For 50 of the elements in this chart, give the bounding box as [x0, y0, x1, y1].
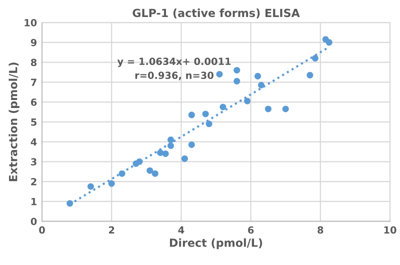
y-tick-label: 9 — [30, 38, 37, 46]
point — [282, 106, 289, 112]
y-tick-label: 2 — [31, 178, 36, 186]
annotation: r=0.936, n=30 — [135, 72, 214, 80]
point — [264, 106, 272, 112]
annotation: y = 1.0634x+ 0.0011 — [117, 58, 231, 67]
point — [136, 158, 143, 165]
point — [188, 112, 195, 118]
y-tick-label: 0 — [30, 218, 37, 226]
point — [146, 167, 154, 174]
point — [206, 120, 212, 128]
point — [234, 66, 240, 74]
point — [157, 149, 164, 156]
x-axis-title: Direct (pmol/L) — [170, 238, 262, 250]
x-tick-label: 6 — [248, 226, 254, 234]
y-tick-label: 5 — [31, 118, 36, 126]
y-tick-label: 8 — [30, 58, 37, 66]
point — [254, 72, 262, 80]
point — [312, 55, 318, 62]
y-axis-title: Extraction (pmol/L) — [8, 62, 20, 182]
point — [181, 155, 188, 162]
point — [220, 104, 226, 110]
x-tick-label: 8 — [318, 226, 324, 234]
point — [258, 82, 264, 88]
y-tick-label: 1 — [31, 198, 36, 206]
y-tick-label: 10 — [24, 19, 37, 26]
point — [108, 180, 115, 187]
y-tick-label: 3 — [31, 158, 36, 166]
point — [168, 136, 174, 144]
point — [66, 200, 74, 207]
point — [152, 170, 158, 177]
point — [234, 78, 240, 84]
x-tick-label: 10 — [384, 226, 396, 234]
point — [168, 142, 174, 150]
x-tick-label: 2 — [108, 226, 114, 234]
x-tick-label: 4 — [178, 226, 184, 234]
point — [87, 183, 94, 190]
point — [188, 142, 195, 148]
y-tick-label: 4 — [30, 138, 37, 146]
point — [118, 170, 126, 177]
point — [326, 39, 332, 46]
point — [162, 150, 169, 157]
point — [216, 70, 223, 78]
y-tick-label: 7 — [31, 78, 36, 86]
point — [202, 110, 209, 118]
point — [306, 72, 314, 78]
chart-title: GLP-1 (active forms) ELISA — [132, 8, 300, 18]
y-tick-label: 6 — [30, 98, 37, 106]
x-tick-label: 0 — [39, 226, 45, 234]
point — [244, 98, 251, 104]
